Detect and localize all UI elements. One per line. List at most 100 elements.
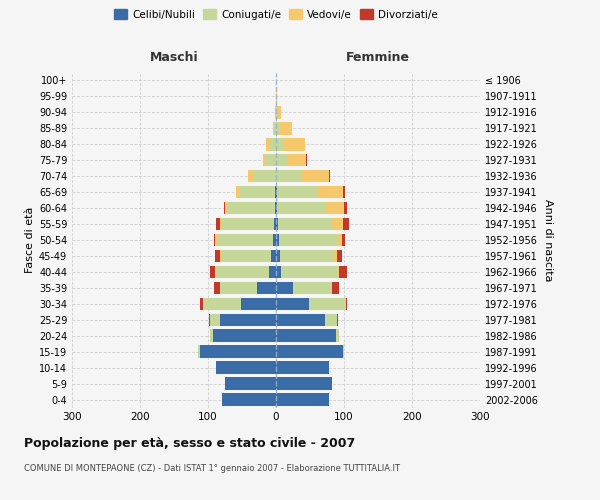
- Bar: [254, 170, 276, 182]
- Bar: [225, 378, 276, 390]
- Bar: [274, 122, 276, 134]
- Legend: Celibi/Nubili, Coniugati/e, Vedovi/e, Divorziati/e: Celibi/Nubili, Coniugati/e, Vedovi/e, Di…: [110, 5, 442, 24]
- Bar: [276, 282, 293, 294]
- Bar: [229, 202, 275, 214]
- Bar: [241, 298, 276, 310]
- Bar: [276, 330, 336, 342]
- Bar: [216, 266, 269, 278]
- Bar: [325, 314, 337, 326]
- Bar: [276, 394, 329, 406]
- Bar: [331, 218, 343, 230]
- Bar: [343, 218, 349, 230]
- Bar: [269, 266, 276, 278]
- Bar: [276, 362, 329, 374]
- Text: Femmine: Femmine: [346, 51, 410, 64]
- Bar: [215, 266, 216, 278]
- Bar: [200, 346, 276, 358]
- Bar: [266, 138, 270, 150]
- Bar: [236, 186, 239, 198]
- Bar: [317, 186, 343, 198]
- Bar: [279, 234, 337, 246]
- Bar: [337, 250, 342, 262]
- Bar: [275, 186, 276, 198]
- Bar: [220, 250, 221, 262]
- Bar: [276, 234, 279, 246]
- Bar: [277, 186, 317, 198]
- Bar: [308, 298, 346, 310]
- Bar: [306, 154, 307, 166]
- Bar: [281, 266, 337, 278]
- Bar: [275, 106, 276, 118]
- Bar: [293, 282, 332, 294]
- Bar: [276, 202, 277, 214]
- Bar: [332, 282, 339, 294]
- Bar: [283, 138, 305, 150]
- Bar: [210, 266, 215, 278]
- Bar: [274, 218, 276, 230]
- Bar: [272, 122, 274, 134]
- Bar: [336, 330, 339, 342]
- Bar: [344, 202, 347, 214]
- Bar: [270, 138, 276, 150]
- Bar: [221, 394, 276, 406]
- Bar: [276, 314, 325, 326]
- Bar: [210, 330, 214, 342]
- Bar: [216, 362, 276, 374]
- Bar: [329, 170, 331, 182]
- Bar: [276, 298, 308, 310]
- Bar: [276, 170, 302, 182]
- Bar: [216, 218, 220, 230]
- Bar: [342, 234, 346, 246]
- Bar: [215, 250, 220, 262]
- Bar: [199, 346, 200, 358]
- Bar: [343, 346, 344, 358]
- Bar: [221, 250, 271, 262]
- Bar: [209, 314, 210, 326]
- Bar: [263, 154, 266, 166]
- Bar: [276, 122, 280, 134]
- Text: Popolazione per età, sesso e stato civile - 2007: Popolazione per età, sesso e stato civil…: [24, 438, 355, 450]
- Bar: [210, 314, 220, 326]
- Bar: [280, 122, 292, 134]
- Bar: [337, 266, 338, 278]
- Bar: [333, 250, 337, 262]
- Bar: [224, 202, 225, 214]
- Bar: [220, 314, 276, 326]
- Bar: [200, 298, 203, 310]
- Bar: [203, 298, 241, 310]
- Bar: [276, 378, 332, 390]
- Bar: [278, 218, 331, 230]
- Bar: [257, 282, 276, 294]
- Bar: [287, 154, 306, 166]
- Bar: [273, 234, 276, 246]
- Bar: [343, 186, 346, 198]
- Text: Maschi: Maschi: [149, 51, 199, 64]
- Bar: [266, 154, 276, 166]
- Bar: [338, 266, 347, 278]
- Bar: [276, 186, 277, 198]
- Bar: [337, 314, 338, 326]
- Bar: [276, 138, 283, 150]
- Bar: [276, 346, 343, 358]
- Bar: [248, 170, 254, 182]
- Bar: [276, 218, 278, 230]
- Bar: [271, 250, 276, 262]
- Bar: [276, 154, 287, 166]
- Bar: [214, 282, 220, 294]
- Bar: [214, 234, 215, 246]
- Bar: [276, 90, 277, 102]
- Bar: [220, 218, 221, 230]
- Bar: [277, 106, 281, 118]
- Bar: [220, 282, 257, 294]
- Y-axis label: Anni di nascita: Anni di nascita: [543, 198, 553, 281]
- Text: COMUNE DI MONTEPAONE (CZ) - Dati ISTAT 1° gennaio 2007 - Elaborazione TUTTITALIA: COMUNE DI MONTEPAONE (CZ) - Dati ISTAT 1…: [24, 464, 400, 473]
- Bar: [346, 298, 347, 310]
- Bar: [214, 330, 276, 342]
- Bar: [325, 202, 344, 214]
- Y-axis label: Fasce di età: Fasce di età: [25, 207, 35, 273]
- Bar: [221, 218, 274, 230]
- Bar: [277, 202, 325, 214]
- Bar: [217, 234, 273, 246]
- Bar: [239, 186, 275, 198]
- Bar: [275, 202, 276, 214]
